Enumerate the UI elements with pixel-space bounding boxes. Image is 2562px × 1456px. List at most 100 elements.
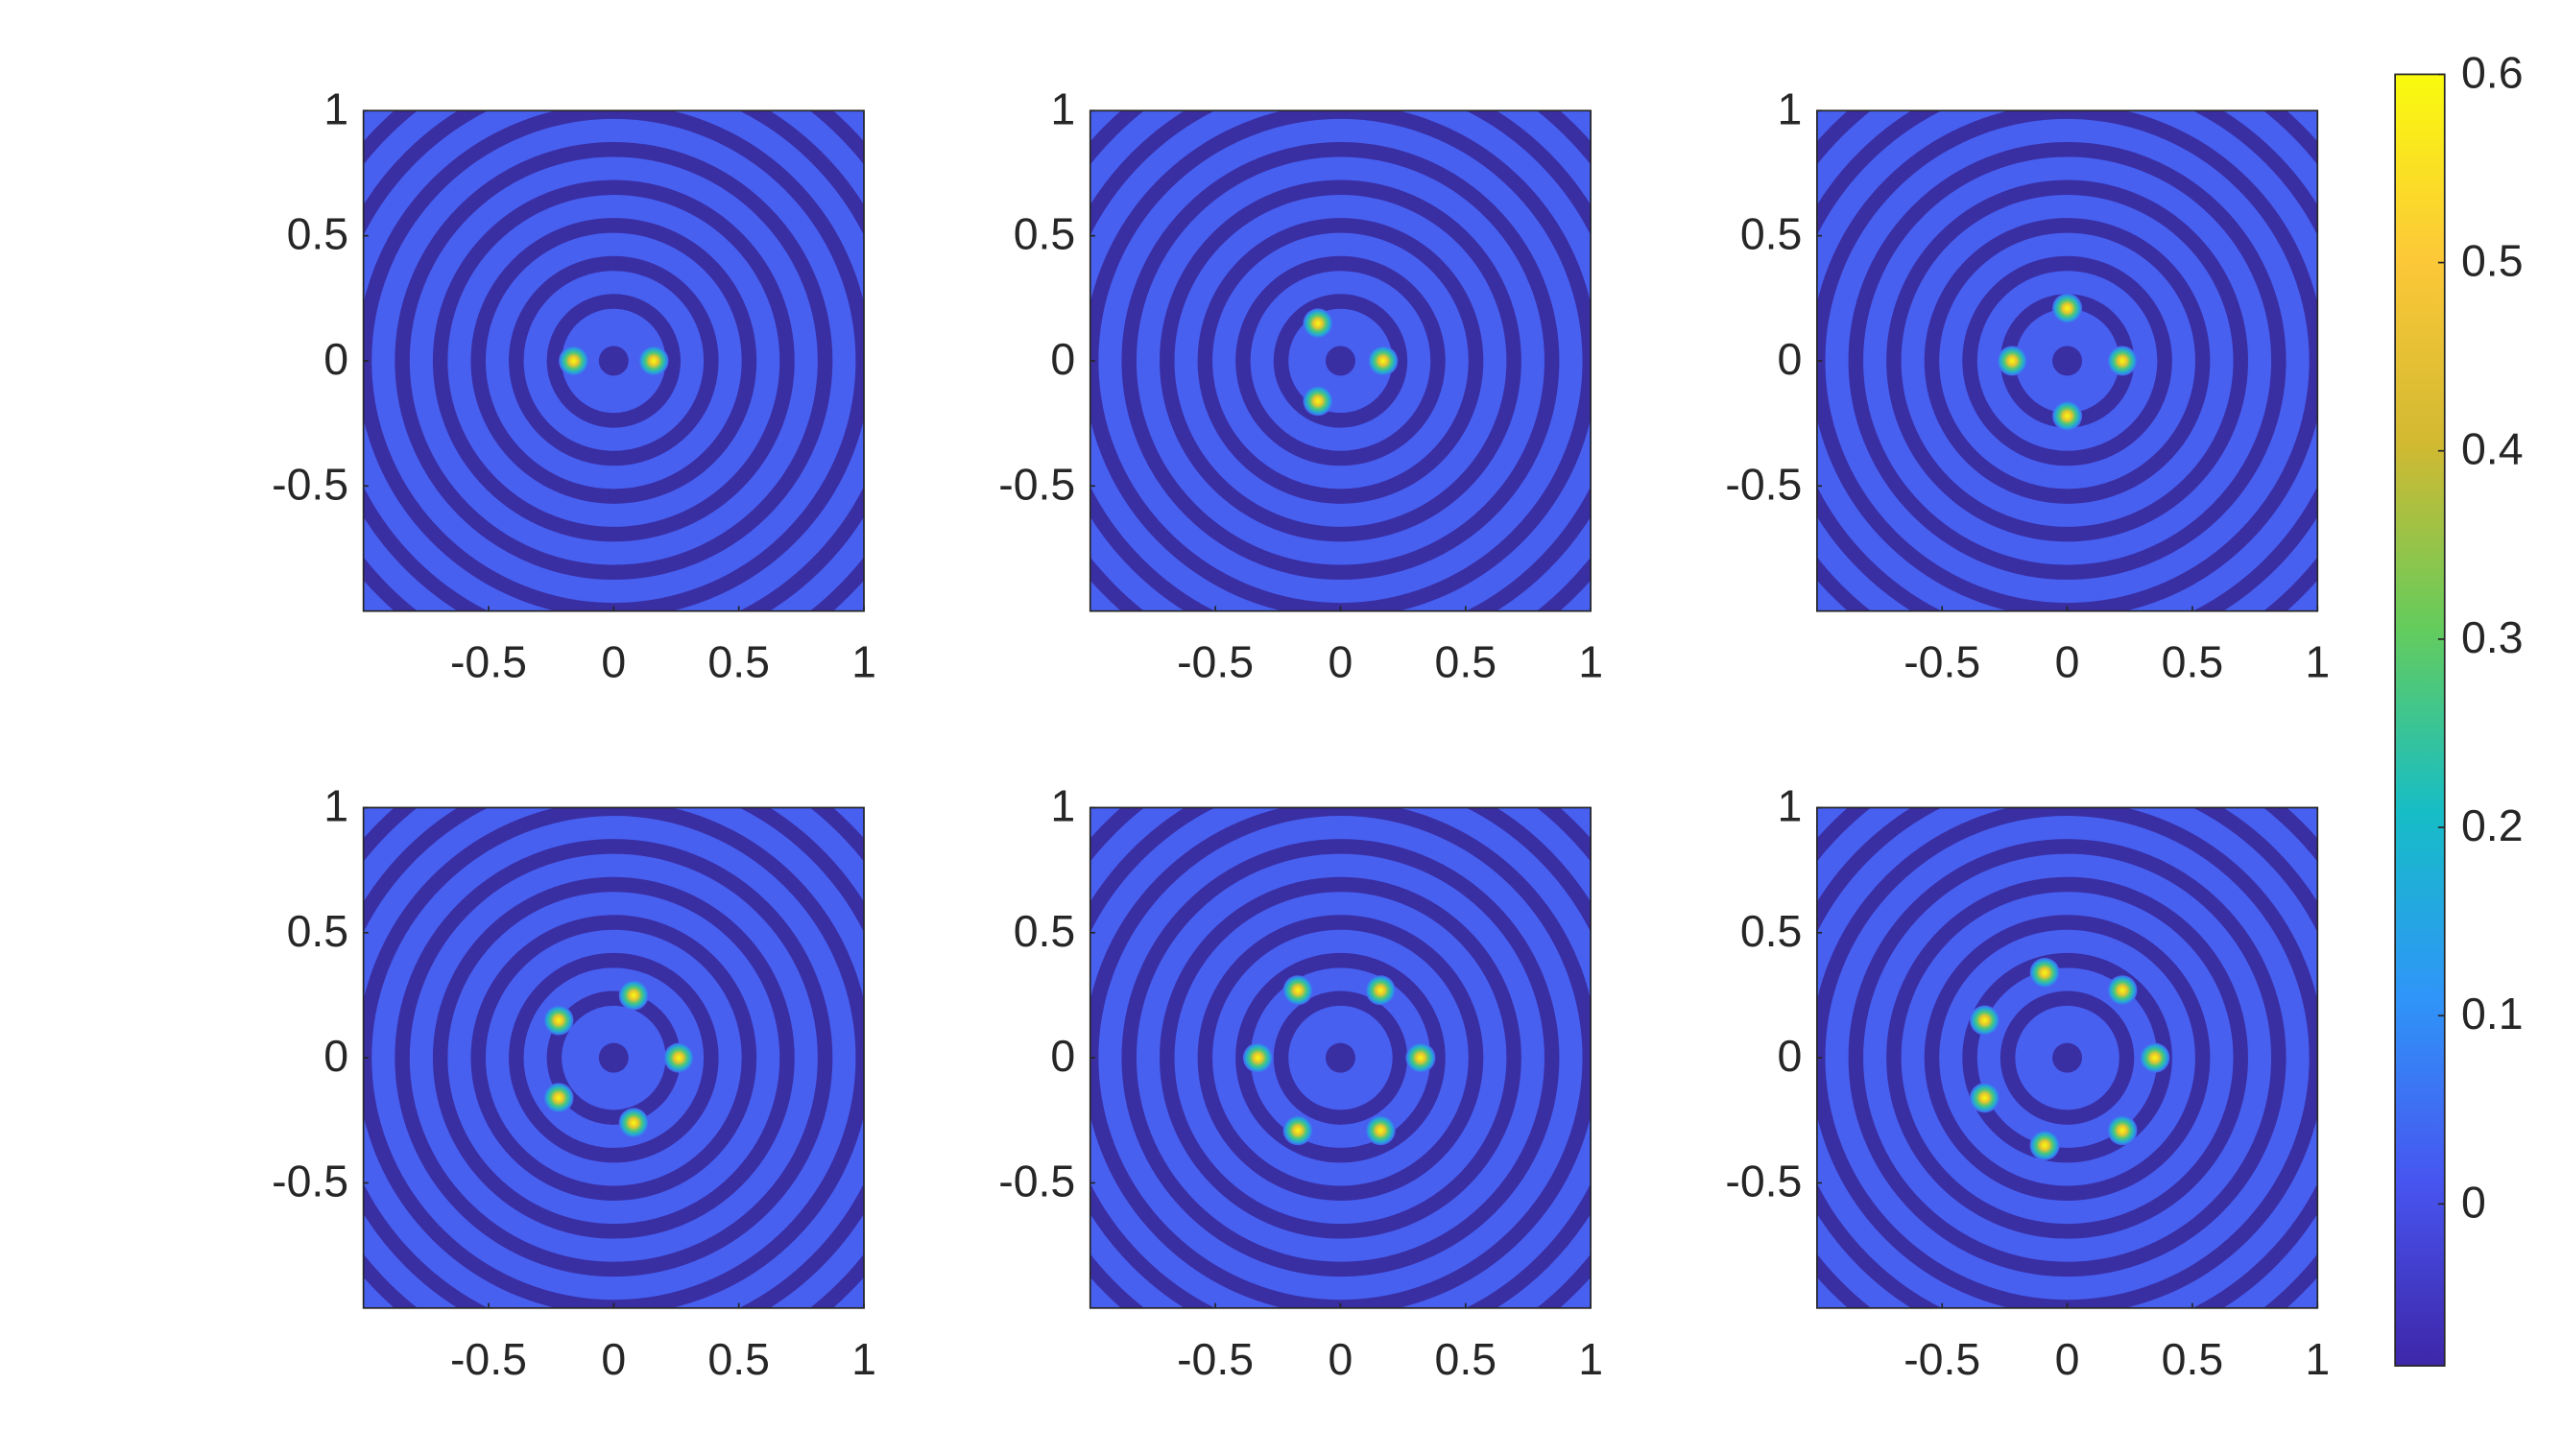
field-ring bbox=[509, 255, 719, 466]
field-ring bbox=[1848, 141, 2287, 580]
peak bbox=[1365, 1115, 1396, 1146]
y-tick-label: 1 bbox=[1050, 84, 1075, 133]
y-tick-label: 0 bbox=[1778, 1031, 1803, 1081]
x-tick-label: -0.5 bbox=[450, 1334, 527, 1384]
x-tick-label: 1 bbox=[2305, 1334, 2330, 1384]
colorbar-tick-label: 0 bbox=[2461, 1177, 2486, 1227]
x-tick-label: -0.5 bbox=[450, 637, 527, 687]
peak bbox=[2107, 346, 2138, 376]
peak bbox=[2029, 958, 2060, 988]
y-tick-label: -0.5 bbox=[998, 1156, 1075, 1205]
peak bbox=[1242, 1042, 1273, 1073]
y-tick-label: 1 bbox=[1778, 780, 1803, 830]
peak bbox=[1970, 1005, 2000, 1036]
peak bbox=[638, 346, 669, 376]
x-tick-label: -0.5 bbox=[1904, 1334, 1980, 1384]
y-tick-label: 0.5 bbox=[1014, 906, 1076, 956]
x-tick-label: 0 bbox=[601, 637, 626, 687]
y-tick-label: 0 bbox=[1778, 334, 1803, 384]
peak bbox=[1303, 308, 1333, 339]
field-ring bbox=[432, 876, 795, 1239]
y-tick-label: 0 bbox=[1050, 334, 1075, 384]
field-ring bbox=[1886, 179, 2248, 542]
field-ring bbox=[1848, 839, 2287, 1277]
x-tick-label: 0 bbox=[601, 1334, 626, 1384]
x-tick-label: 0 bbox=[2055, 637, 2080, 687]
field-ring bbox=[1160, 179, 1521, 542]
field-ring bbox=[1235, 952, 1446, 1163]
field-ring bbox=[546, 294, 682, 428]
field-core bbox=[598, 346, 629, 376]
field-ring bbox=[1962, 255, 2172, 466]
plot-area bbox=[1089, 807, 1592, 1308]
x-tick-label: 1 bbox=[1578, 1334, 1603, 1384]
field-ring bbox=[1273, 991, 1408, 1125]
field-core bbox=[1325, 346, 1355, 376]
field-ring bbox=[1160, 876, 1521, 1239]
y-tick-label: 0.5 bbox=[1740, 209, 1803, 259]
x-tick-label: 1 bbox=[2305, 637, 2330, 687]
plot-area bbox=[1816, 110, 2318, 611]
x-tick-label: -0.5 bbox=[1904, 637, 1980, 687]
x-tick-label: 0 bbox=[1329, 637, 1353, 687]
field-ring bbox=[470, 218, 757, 504]
x-tick-label: 1 bbox=[851, 1334, 876, 1384]
peak bbox=[543, 1083, 574, 1113]
y-tick-label: 0 bbox=[323, 1031, 348, 1081]
x-tick-label: 0.5 bbox=[707, 637, 770, 687]
peak bbox=[543, 1005, 574, 1036]
x-tick-label: 0.5 bbox=[2162, 637, 2224, 687]
colorbar-tick-label: 0.2 bbox=[2461, 800, 2524, 850]
field-ring bbox=[470, 915, 757, 1201]
x-tick-label: 0 bbox=[1329, 1334, 1353, 1384]
x-tick-label: 0 bbox=[2055, 1334, 2080, 1384]
x-tick-label: 1 bbox=[851, 637, 876, 687]
y-tick-label: 1 bbox=[323, 84, 348, 133]
y-tick-label: -0.5 bbox=[1725, 1156, 1802, 1205]
field-ring bbox=[1235, 255, 1446, 466]
plot-area bbox=[363, 807, 865, 1308]
peak bbox=[1997, 346, 2027, 376]
field-ring bbox=[1273, 294, 1408, 428]
x-tick-label: -0.5 bbox=[1177, 1334, 1254, 1384]
peak bbox=[2107, 1115, 2138, 1146]
peak bbox=[1282, 1115, 1313, 1146]
field-ring bbox=[1197, 218, 1484, 504]
x-tick-label: 0.5 bbox=[1435, 1334, 1497, 1384]
field-ring bbox=[1121, 839, 1560, 1277]
field-ring bbox=[1924, 218, 2211, 504]
y-tick-label: 1 bbox=[323, 780, 348, 830]
field-ring bbox=[1924, 915, 2211, 1201]
peak bbox=[559, 346, 589, 376]
field-core bbox=[2052, 346, 2083, 376]
peak bbox=[618, 1108, 649, 1138]
peak bbox=[1368, 346, 1399, 376]
peak bbox=[2029, 1130, 2060, 1160]
peak bbox=[1405, 1042, 1436, 1073]
x-tick-label: 0.5 bbox=[2162, 1334, 2224, 1384]
field-ring bbox=[1121, 141, 1560, 580]
peak bbox=[2107, 975, 2138, 1006]
field-ring bbox=[395, 141, 833, 580]
field-ring bbox=[395, 839, 833, 1277]
x-tick-label: -0.5 bbox=[1177, 637, 1254, 687]
colorbar-tick-label: 0.4 bbox=[2461, 424, 2524, 474]
y-tick-label: 0.5 bbox=[1740, 906, 1803, 956]
colorbar-tick-label: 0.6 bbox=[2461, 47, 2524, 97]
peak bbox=[663, 1042, 694, 1073]
x-tick-label: 0.5 bbox=[707, 1334, 770, 1384]
colorbar-tick-label: 0.5 bbox=[2461, 236, 2524, 286]
peak bbox=[2052, 400, 2083, 431]
peak bbox=[1365, 975, 1396, 1006]
plot-area bbox=[1816, 807, 2318, 1308]
field-ring bbox=[432, 179, 795, 542]
field-ring bbox=[1197, 915, 1484, 1201]
y-tick-label: -0.5 bbox=[272, 1156, 348, 1205]
y-tick-label: -0.5 bbox=[998, 459, 1075, 509]
peak bbox=[2140, 1042, 2170, 1073]
colorbar bbox=[2394, 73, 2446, 1367]
y-tick-label: 0.5 bbox=[287, 906, 349, 956]
colorbar-tick-label: 0.1 bbox=[2461, 989, 2524, 1038]
